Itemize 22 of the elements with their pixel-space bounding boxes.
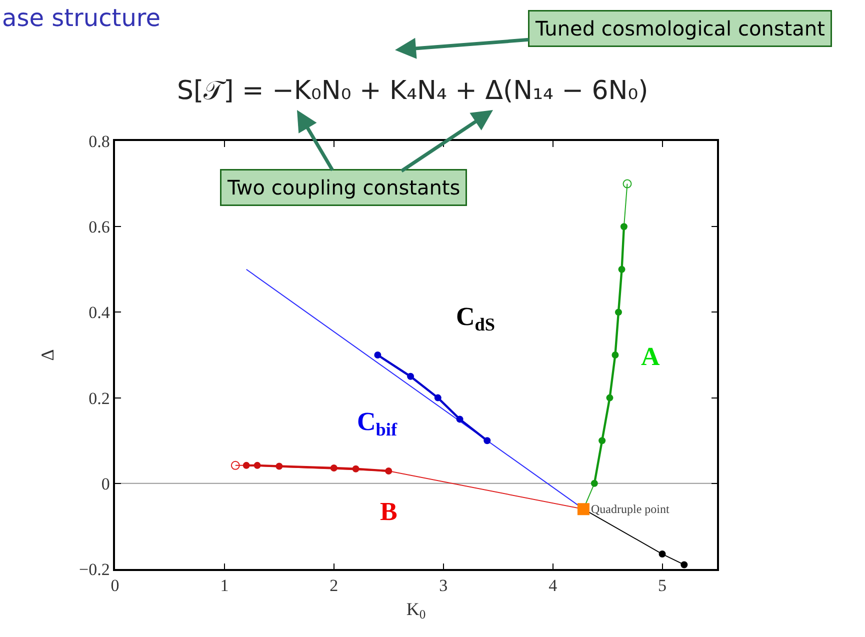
annotation: C$_{bif}$ (357, 407, 398, 440)
x-axis-title: K$_{0}$ (406, 598, 426, 622)
annotation: Two coupling constants (226, 176, 460, 200)
y-tick-label: 0.6 (88, 218, 110, 237)
annotation: C$_{dS}$ (456, 302, 496, 334)
annotation: A (641, 342, 660, 371)
annotation: Quadruple point (591, 502, 670, 516)
y-tick-label: 0.8 (88, 132, 110, 151)
chart-title: ase structure (2, 4, 161, 32)
y-tick-label: 0 (101, 474, 110, 494)
y-axis-title: Δ (38, 349, 58, 361)
text: Tuned cosmological constant (534, 16, 826, 40)
x-tick-label: 5 (658, 576, 667, 596)
y-tick-label: −0.2 (79, 560, 110, 579)
x-tick-label: 4 (548, 576, 558, 596)
x-tick-label: 2 (330, 576, 338, 596)
y-tick-label: 0.4 (88, 303, 110, 322)
y-tick-label: 0.2 (88, 388, 110, 408)
chart-subtitle: S[𝒯] = −K₀N₀ + K₄N₄ + Δ(N₁₄ − 6N₀) (177, 76, 648, 106)
x-tick-label: 1 (220, 576, 229, 596)
x-tick-label: 3 (439, 576, 448, 596)
annotation: B (380, 497, 398, 526)
